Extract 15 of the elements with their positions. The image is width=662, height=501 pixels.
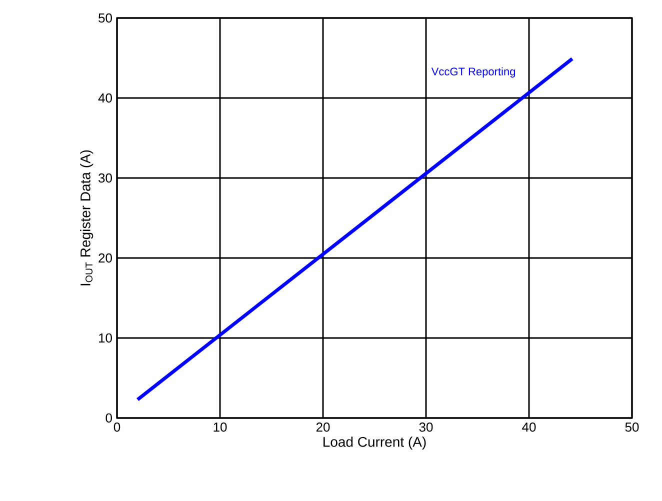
y-tick-label: 30: [98, 173, 112, 183]
y-axis-title: I$_{OUT}$ Register Data (A): [80, 150, 94, 286]
x-tick-label: 10: [214, 422, 227, 432]
y-tick-label: 20: [98, 253, 112, 263]
x-tick-label: 40: [522, 422, 536, 432]
x-axis-title: Load Current (A): [324, 436, 426, 450]
y-tick-label: 10: [99, 333, 112, 343]
x-tick-label: 0: [114, 422, 120, 432]
x-tick-label: 50: [625, 422, 639, 432]
x-tick-label: 30: [419, 422, 433, 432]
y-tick-label: 50: [98, 13, 112, 23]
y-tick-label: 40: [98, 93, 112, 103]
x-tick-label: 20: [316, 422, 330, 432]
series-label: VccGT Reporting: [431, 67, 515, 78]
y-tick-label: 0: [106, 413, 112, 423]
